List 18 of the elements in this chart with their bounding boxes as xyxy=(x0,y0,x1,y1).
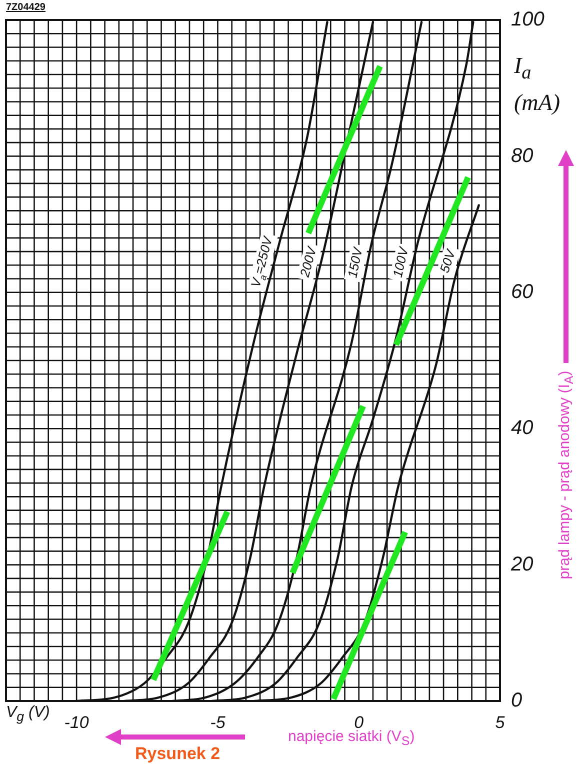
text: 50V xyxy=(436,246,459,275)
text: Va=250V xyxy=(248,234,276,289)
text: 150V xyxy=(344,245,366,280)
y-tick-label: 0 xyxy=(511,690,522,712)
y-axis-title: I$_{a}$ (mA) xyxy=(514,52,561,118)
text: 7Z04429 xyxy=(6,2,46,13)
y-tick-label: 80 xyxy=(511,144,534,167)
x-tick-label: 5 xyxy=(495,712,506,732)
x-axis-title: V$_{g}$ (V) xyxy=(6,704,50,724)
y-tick-label: 20 xyxy=(510,553,534,576)
y-tick-label: 40 xyxy=(511,417,534,440)
x-tick-label: -5 xyxy=(210,712,226,732)
text: 100V xyxy=(390,244,412,279)
x-tick-label: -10 xyxy=(64,712,90,732)
y-tick-label: 60 xyxy=(511,280,534,303)
text: Rysunek 2 xyxy=(135,744,220,764)
y-tick-label: 100 xyxy=(511,8,544,31)
text: 200V xyxy=(296,244,320,280)
